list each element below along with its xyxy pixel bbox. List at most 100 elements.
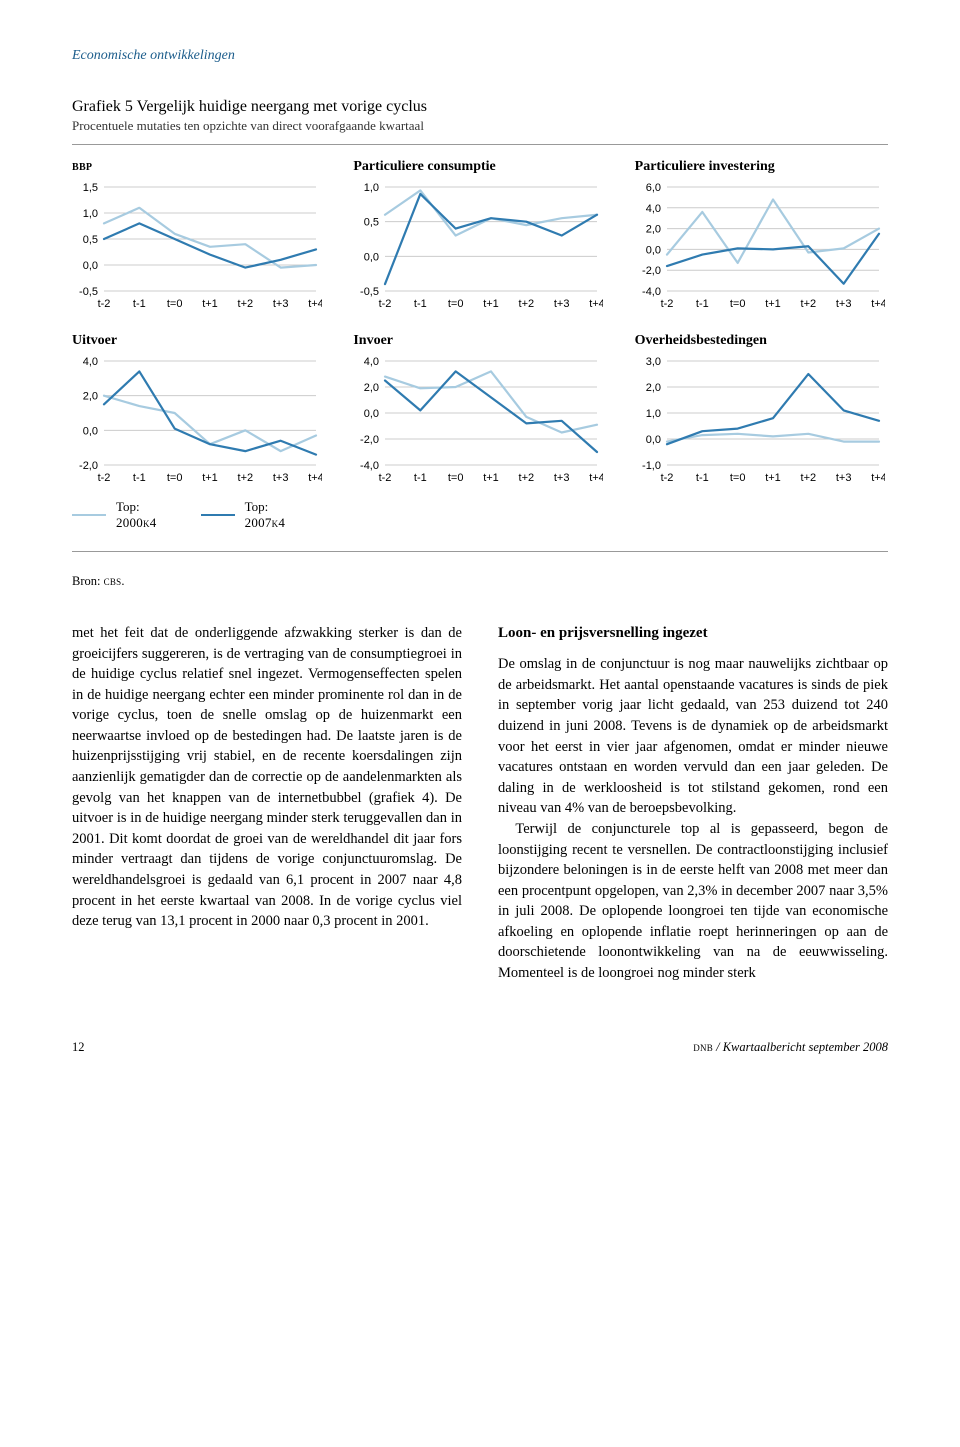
svg-text:-4,0: -4,0: [360, 460, 379, 472]
source-line: Bron: cbs.: [72, 574, 888, 589]
svg-text:t+4: t+4: [871, 472, 885, 484]
chart-title-5: Overheidsbestedingen: [635, 333, 888, 349]
svg-text:t-2: t-2: [379, 298, 392, 310]
page-footer: 12 dnb / Kwartaalbericht september 2008: [72, 1040, 888, 1055]
body-left-column: met het feit dat de onderliggende afzwak…: [72, 623, 462, 984]
svg-text:t+4: t+4: [308, 472, 322, 484]
svg-text:t+4: t+4: [308, 298, 322, 310]
figure-title: Grafiek 5 Vergelijk huidige neergang met…: [72, 98, 888, 116]
svg-text:2,0: 2,0: [364, 382, 379, 394]
svg-text:t+3: t+3: [554, 472, 570, 484]
svg-text:4,0: 4,0: [364, 356, 379, 368]
chart-cell-2: Particuliere investering 6,0 4,0 2,0 0,0 -2,…: [635, 159, 888, 311]
svg-text:t-2: t-2: [660, 298, 673, 310]
svg-text:t+4: t+4: [590, 298, 604, 310]
section-label: Economische ontwikkelingen: [72, 48, 888, 64]
svg-text:0,5: 0,5: [83, 234, 98, 246]
chart-cell-0: bbp 1,51,00,50,0-0,5t-2t-1t=0t+1t+2t+3t+…: [72, 159, 325, 311]
svg-text:1,0: 1,0: [645, 408, 660, 420]
svg-text:-1,0: -1,0: [642, 460, 661, 472]
svg-text:0,0: 0,0: [364, 251, 379, 263]
svg-text:t+4: t+4: [871, 298, 885, 310]
svg-text:0,0: 0,0: [645, 434, 660, 446]
svg-text:3,0: 3,0: [645, 356, 660, 368]
legend-label-1: Top: 2007k4: [245, 499, 286, 531]
rule-top: [72, 144, 888, 145]
svg-text:t+3: t+3: [554, 298, 570, 310]
svg-text:0,0: 0,0: [83, 425, 98, 437]
source-label: Bron:: [72, 574, 104, 588]
svg-text:t-1: t-1: [414, 472, 427, 484]
svg-text:4,0: 4,0: [83, 356, 98, 368]
svg-text:4,0: 4,0: [645, 203, 660, 215]
body-columns: met het feit dat de onderliggende afzwak…: [72, 623, 888, 984]
svg-text:-2,0: -2,0: [79, 460, 98, 472]
chart-cell-4: Invoer 4,02,00,0-2,0-4,0t-2t-1t=0t+1t+2t…: [353, 333, 606, 485]
body-right-para1: De omslag in de conjunctuur is nog maar …: [498, 654, 888, 819]
chart-title-2: Particuliere investering: [635, 159, 888, 175]
body-left-para: met het feit dat de onderliggende afzwak…: [72, 623, 462, 932]
footer-publication: dnb / Kwartaalbericht september 2008: [693, 1040, 888, 1055]
svg-text:t+1: t+1: [484, 472, 500, 484]
footer-pub-name: dnb: [693, 1040, 713, 1054]
chart-cell-5: Overheidsbestedingen 3,02,01,00,0-1,0t-2…: [635, 333, 888, 485]
svg-text:t=0: t=0: [448, 298, 464, 310]
figure-subtitle: Procentuele mutaties ten opzichte van di…: [72, 118, 888, 134]
svg-text:t=0: t=0: [167, 472, 183, 484]
svg-text:t=0: t=0: [730, 472, 746, 484]
svg-text:t+1: t+1: [765, 298, 781, 310]
chart-svg-2: 6,04,02,00,0-2,0-4,0t-2t-1t=0t+1t+2t+3t+…: [635, 181, 885, 311]
svg-text:t+4: t+4: [590, 472, 604, 484]
svg-text:2,0: 2,0: [645, 224, 660, 236]
svg-text:t-1: t-1: [696, 298, 709, 310]
svg-text:t+3: t+3: [273, 298, 289, 310]
chart-cell-3: Uitvoer 4,02,00,0-2,0t-2t-1t=0t+1t+2t+3t…: [72, 333, 325, 485]
svg-text:t+2: t+2: [238, 298, 254, 310]
chart-cell-1: Particuliere consumptie 1,00,50,0-0,5t-2…: [353, 159, 606, 311]
svg-text:1,0: 1,0: [83, 208, 98, 220]
legend-swatch-1: [201, 514, 235, 517]
legend-item-0: Top: 2000k4: [72, 499, 157, 531]
body-right-para2: Terwijl de conjuncturele top al is gepas…: [498, 819, 888, 984]
chart-title-4: Invoer: [353, 333, 606, 349]
legend-row: Top: 2000k4 Top: 2007k4: [72, 499, 888, 531]
chart-svg-0: 1,51,00,50,0-0,5t-2t-1t=0t+1t+2t+3t+4: [72, 181, 322, 311]
svg-text:-2,0: -2,0: [642, 265, 661, 277]
chart-title-1: Particuliere consumptie: [353, 159, 606, 175]
svg-text:t+2: t+2: [800, 472, 816, 484]
legend-item-1: Top: 2007k4: [201, 499, 286, 531]
legend-label-0: Top: 2000k4: [116, 499, 157, 531]
chart-svg-5: 3,02,01,00,0-1,0t-2t-1t=0t+1t+2t+3t+4: [635, 355, 885, 485]
body-right-column: Loon- en prijsversnelling ingezet De oms…: [498, 623, 888, 984]
footer-issue: / Kwartaalbericht september 2008: [713, 1040, 888, 1054]
svg-text:-0,5: -0,5: [79, 286, 98, 298]
footer-page-number: 12: [72, 1040, 85, 1055]
svg-text:1,0: 1,0: [364, 182, 379, 194]
svg-text:t-1: t-1: [133, 298, 146, 310]
svg-text:0,5: 0,5: [364, 217, 379, 229]
svg-text:t-2: t-2: [379, 472, 392, 484]
svg-text:t-2: t-2: [98, 298, 111, 310]
svg-text:t+2: t+2: [519, 298, 535, 310]
svg-text:t+3: t+3: [273, 472, 289, 484]
svg-text:t=0: t=0: [167, 298, 183, 310]
svg-text:t-1: t-1: [696, 472, 709, 484]
svg-text:t+1: t+1: [202, 472, 218, 484]
legend-swatch-0: [72, 514, 106, 517]
svg-text:t-2: t-2: [98, 472, 111, 484]
svg-text:0,0: 0,0: [83, 260, 98, 272]
svg-text:t-2: t-2: [660, 472, 673, 484]
svg-text:t+1: t+1: [484, 298, 500, 310]
svg-text:-2,0: -2,0: [360, 434, 379, 446]
svg-text:t+2: t+2: [800, 298, 816, 310]
svg-text:0,0: 0,0: [364, 408, 379, 420]
svg-text:t+3: t+3: [836, 298, 852, 310]
svg-text:t=0: t=0: [730, 298, 746, 310]
svg-text:1,5: 1,5: [83, 182, 98, 194]
svg-text:6,0: 6,0: [645, 182, 660, 194]
rule-mid: [72, 551, 888, 552]
source-value: cbs.: [104, 574, 125, 588]
svg-text:t-1: t-1: [133, 472, 146, 484]
svg-text:0,0: 0,0: [645, 244, 660, 256]
chart-svg-4: 4,02,00,0-2,0-4,0t-2t-1t=0t+1t+2t+3t+4: [353, 355, 603, 485]
